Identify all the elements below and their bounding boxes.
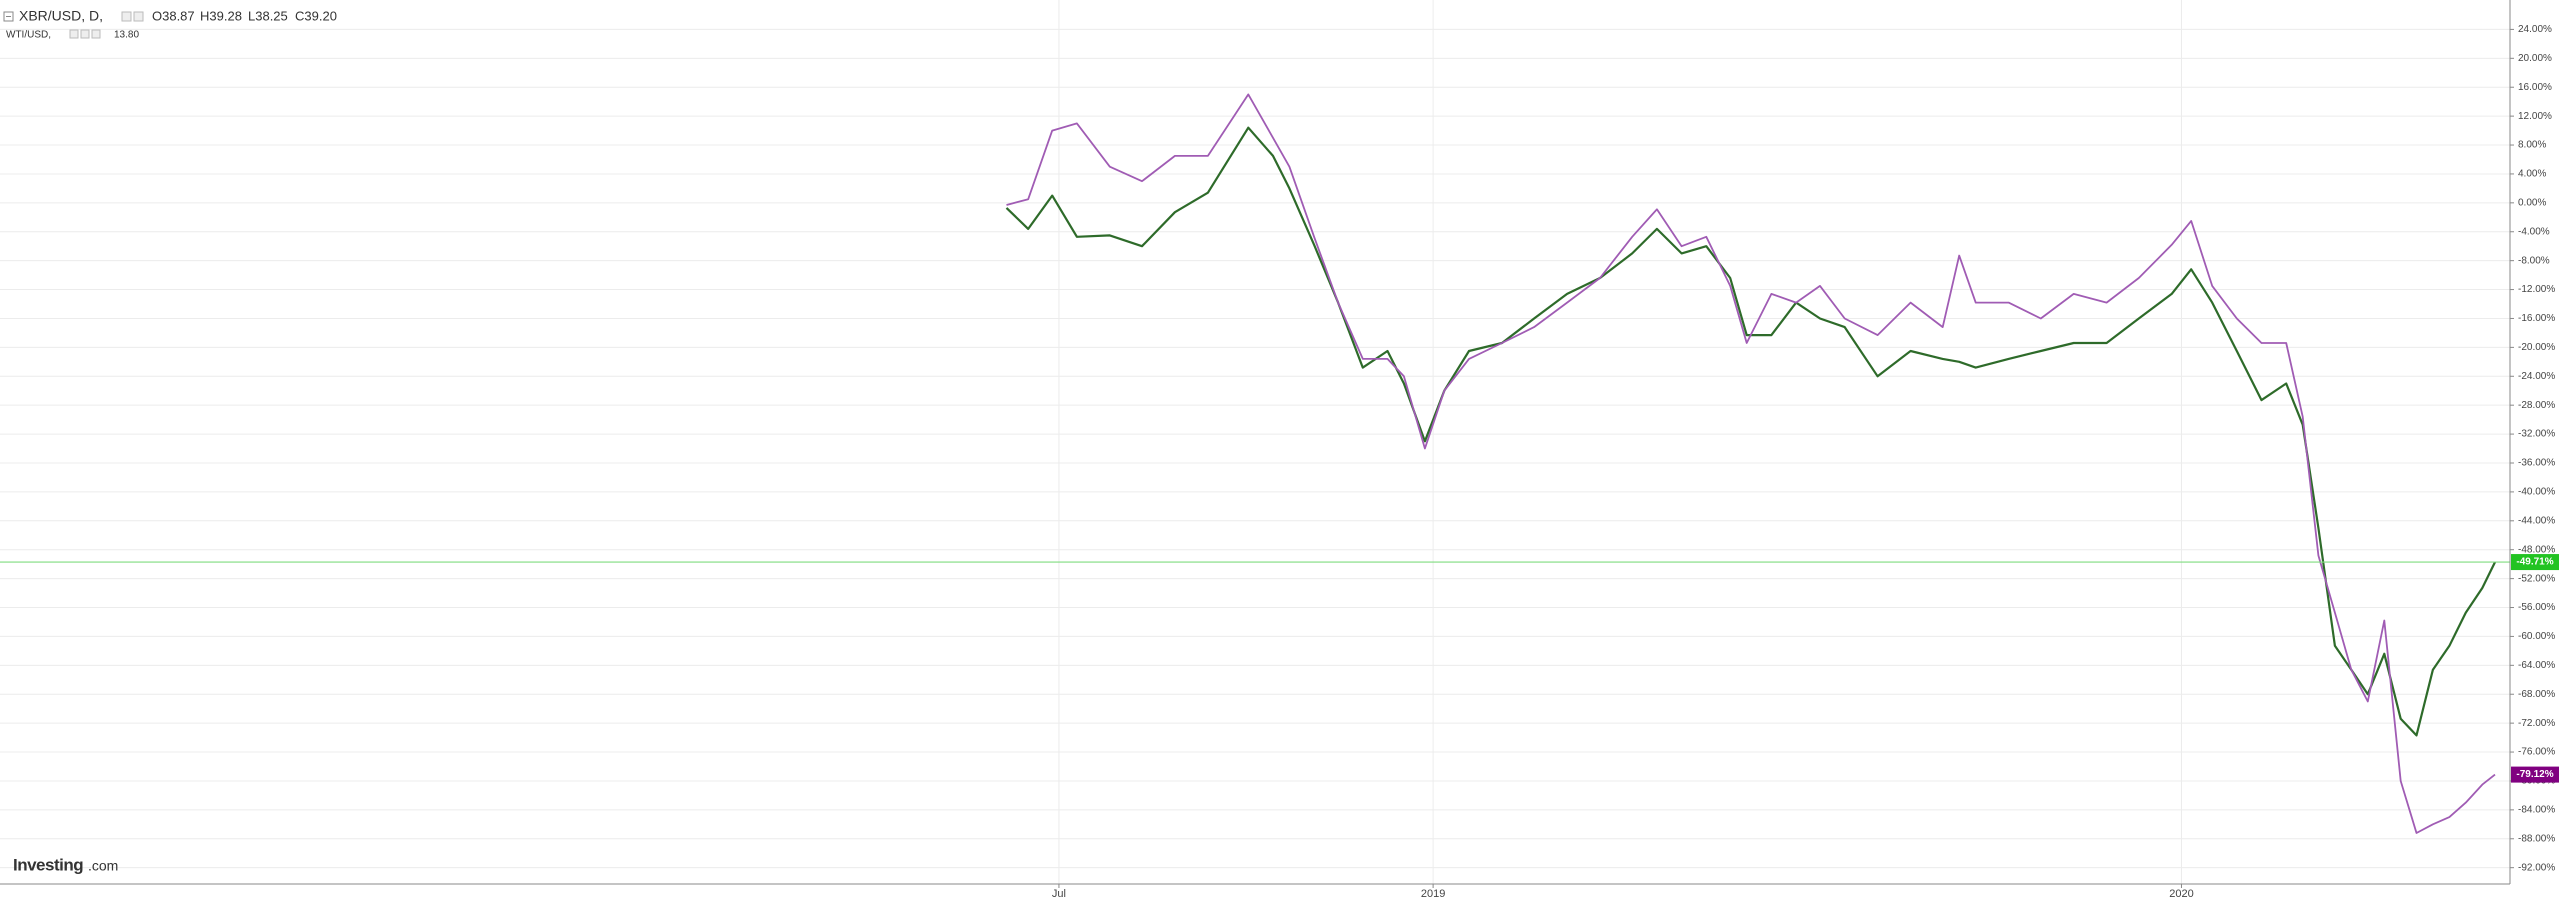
last-value-label: -49.71% [2516, 557, 2553, 568]
y-tick-label: 12.00% [2518, 111, 2552, 122]
plot [0, 93, 2510, 834]
y-tick-label: -68.00% [2518, 689, 2555, 700]
button[interactable] [133, 11, 144, 22]
y-tick-label: -60.00% [2518, 631, 2555, 642]
y-tick-label: -16.00% [2518, 313, 2555, 324]
y-tick-label: -52.00% [2518, 573, 2555, 584]
y-tick-label: -24.00% [2518, 371, 2555, 382]
y-tick-label: 24.00% [2518, 24, 2552, 35]
y-tick-label: 4.00% [2518, 169, 2546, 180]
y-tick-label: -76.00% [2518, 747, 2555, 758]
y-tick-label: -88.00% [2518, 833, 2555, 844]
ohlc-low: L38.25 [248, 8, 288, 23]
y-tick-label: -36.00% [2518, 458, 2555, 469]
y-tick-label: -72.00% [2518, 718, 2555, 729]
collapse-icon[interactable] [3, 11, 14, 22]
button[interactable] [91, 29, 101, 39]
y-tick-label: -44.00% [2518, 515, 2555, 526]
last-value-box [2511, 766, 2559, 783]
ohlc-open: O38.87 [152, 8, 195, 23]
y-tick-label: -48.00% [2518, 544, 2555, 555]
y-tick-label: 0.00% [2518, 197, 2546, 208]
ohlc-high: H39.28 [200, 8, 242, 23]
y-tick-label: -8.00% [2518, 255, 2550, 266]
compare-name: WTI/USD, [6, 30, 51, 41]
button[interactable] [69, 29, 79, 39]
last-value-label: -79.12% [2516, 769, 2553, 780]
y-tick-label: 20.00% [2518, 53, 2552, 64]
y-tick-label: 8.00% [2518, 140, 2546, 151]
last-value-box [2511, 554, 2559, 571]
y-tick-label: -28.00% [2518, 400, 2555, 411]
x-tick-label: 2019 [1421, 888, 1445, 900]
y-tick-label: -56.00% [2518, 602, 2555, 613]
series-buttons [121, 11, 144, 22]
compare-value: 13.80 [114, 30, 139, 41]
series-line [1006, 93, 2496, 834]
y-tick-label: -92.00% [2518, 862, 2555, 873]
button[interactable] [121, 11, 132, 22]
y-tick-label: 16.00% [2518, 82, 2552, 93]
y-tick-label: -20.00% [2518, 342, 2555, 353]
series-name: XBR/USD, D, [19, 8, 103, 24]
y-tick-label: -40.00% [2518, 487, 2555, 498]
x-tick-label: Jul [1052, 888, 1066, 900]
compare-buttons [69, 29, 101, 39]
button[interactable] [80, 29, 90, 39]
grid [0, 0, 2510, 884]
y-tick-label: -84.00% [2518, 804, 2555, 815]
ohlc-close: C39.20 [295, 8, 337, 23]
y-tick-label: -4.00% [2518, 226, 2550, 237]
y-tick-label: -32.00% [2518, 429, 2555, 440]
logo-brand: Investing [13, 855, 83, 874]
axes: 24.00% 20.00% 16.00% 12.00% 8.00% 4.00% 0.00% -… [1052, 24, 2559, 900]
logo-suffix: .com [88, 858, 118, 874]
y-tick-label: -12.00% [2518, 284, 2555, 295]
x-tick-label: 2020 [2169, 888, 2193, 900]
y-tick-label: -64.00% [2518, 660, 2555, 671]
series-line [1005, 126, 2496, 737]
